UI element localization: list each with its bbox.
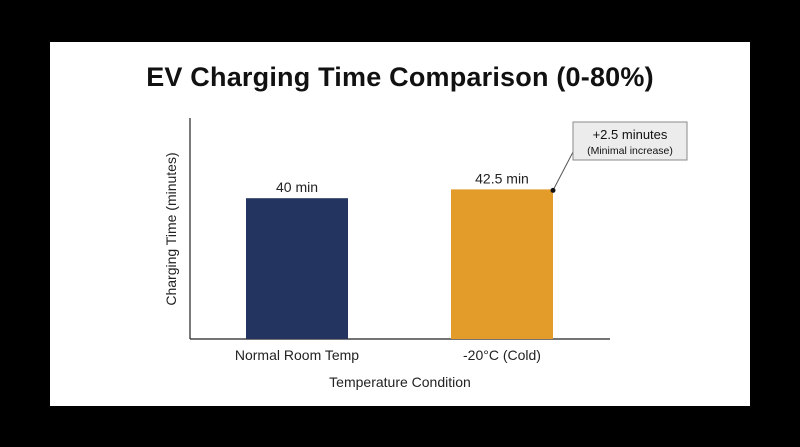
x-tick-label-normal-room-temp: Normal Room Temp <box>235 347 359 363</box>
annotation-line-2: (Minimal increase) <box>587 145 673 157</box>
annotation-box <box>572 121 688 161</box>
x-axis-label: Temperature Condition <box>329 374 471 390</box>
data-label-cold: 42.5 min <box>475 170 529 186</box>
bar-chart: Charging Time (minutes) Temperature Cond… <box>163 118 688 390</box>
y-axis-label: Charging Time (minutes) <box>163 152 179 305</box>
annotation-callout: +2.5 minutes (Minimal increase) <box>550 121 688 193</box>
chart-card: EV Charging Time Comparison (0-80%) Char… <box>50 42 750 406</box>
annotation-connector <box>552 151 574 191</box>
data-label-normal-room-temp: 40 min <box>276 179 318 195</box>
annotation-anchor-dot <box>550 187 556 193</box>
annotation-line-1: +2.5 minutes <box>593 127 668 142</box>
bar-normal-room-temp <box>246 198 348 339</box>
x-tick-label-cold: -20°C (Cold) <box>463 347 541 363</box>
bar-cold <box>451 189 553 339</box>
chart-title: EV Charging Time Comparison (0-80%) <box>146 62 654 92</box>
